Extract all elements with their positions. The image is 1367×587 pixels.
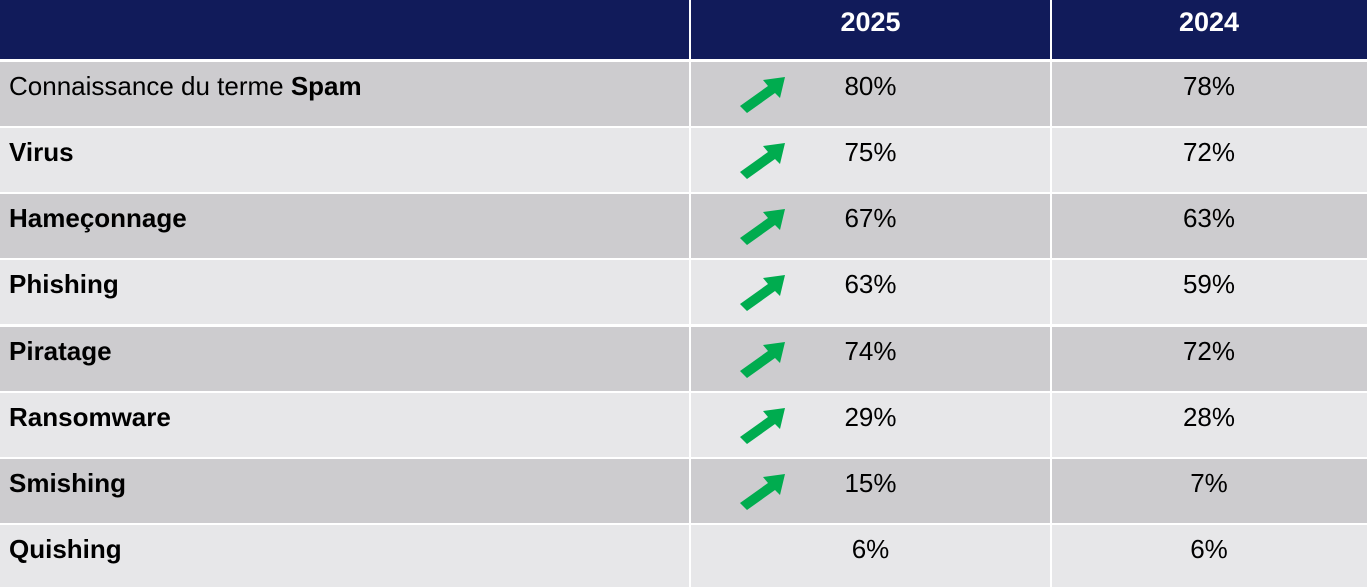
trend-up-arrow-icon: [740, 408, 785, 444]
trend-up-arrow-icon: [740, 474, 785, 510]
trend-up-arrow-icon: [740, 143, 785, 179]
value-2024: 63%: [1182, 203, 1236, 233]
value-2025: 15%: [844, 468, 897, 498]
table-row: Piratage 74% 72%: [0, 327, 1367, 391]
header-2024: 2024: [1178, 7, 1240, 37]
value-2024: 6%: [1190, 534, 1228, 564]
value-2025: 29%: [844, 402, 897, 432]
table-row: Hameçonnage 67% 63%: [0, 194, 1367, 258]
table-row: Connaissance du terme Spam 80% 78%: [0, 62, 1367, 126]
value-2025: 63%: [844, 269, 897, 299]
row-label-term: Ransomware: [9, 402, 171, 432]
table-row: Ransomware 29% 28%: [0, 393, 1367, 457]
row-label: Ransomware: [9, 402, 171, 433]
column-divider: [1050, 0, 1052, 587]
header-2025: 2025: [840, 7, 901, 37]
row-label-term: Virus: [9, 137, 74, 167]
row-label: Quishing: [9, 534, 122, 565]
row-label-term: Hameçonnage: [9, 203, 187, 233]
value-2024: 7%: [1190, 468, 1228, 498]
row-label-prefix: Connaissance du terme: [9, 71, 291, 101]
row-label: Virus: [9, 137, 74, 168]
value-2025: 74%: [844, 336, 897, 366]
row-label-term: Smishing: [9, 468, 127, 498]
row-label: Smishing: [9, 468, 126, 499]
table-header: 2025 2024: [0, 0, 1367, 59]
value-2025: 6%: [851, 534, 890, 564]
table-row: Smishing 15% 7%: [0, 459, 1367, 523]
table-row: Phishing 63% 59%: [0, 260, 1367, 324]
trend-up-arrow-icon: [740, 77, 785, 113]
row-label-term: Phishing: [9, 269, 119, 299]
trend-up-arrow-icon: [740, 342, 785, 378]
row-label: Piratage: [9, 336, 112, 367]
row-label: Connaissance du terme Spam: [9, 71, 362, 102]
value-2024: 72%: [1182, 137, 1236, 167]
column-divider: [689, 0, 691, 587]
value-2024: 59%: [1182, 269, 1236, 299]
header-empty: [0, 0, 690, 59]
value-2024: 72%: [1182, 336, 1236, 366]
trend-up-arrow-icon: [740, 275, 785, 311]
row-label: Phishing: [9, 269, 119, 300]
value-2024: 28%: [1182, 402, 1236, 432]
value-2025: 75%: [844, 137, 897, 167]
value-2025: 67%: [844, 203, 897, 233]
value-2025: 80%: [844, 71, 897, 101]
row-label-term: Spam: [290, 71, 362, 101]
row-label-term: Quishing: [9, 534, 122, 564]
table-row: Quishing 6% 6%: [0, 525, 1367, 587]
table-row: Virus 75% 72%: [0, 128, 1367, 192]
value-2024: 78%: [1182, 71, 1236, 101]
trend-up-arrow-icon: [740, 209, 785, 245]
row-label: Hameçonnage: [9, 203, 187, 234]
row-label-term: Piratage: [9, 336, 112, 366]
